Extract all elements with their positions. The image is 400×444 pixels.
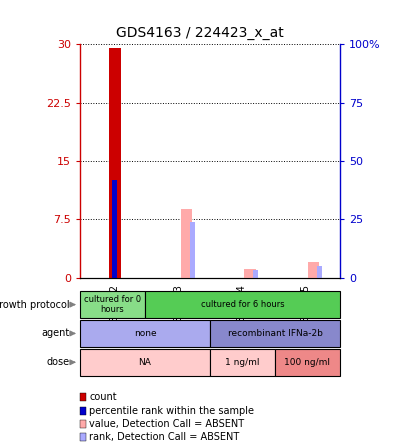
Bar xyxy=(112,180,118,278)
Bar xyxy=(181,209,192,278)
Text: 100 ng/ml: 100 ng/ml xyxy=(284,358,330,367)
Text: dose: dose xyxy=(47,357,70,367)
Text: none: none xyxy=(134,329,156,338)
Text: count: count xyxy=(89,392,117,402)
Text: 1 ng/ml: 1 ng/ml xyxy=(225,358,260,367)
Bar xyxy=(316,266,322,278)
Text: GDS4163 / 224423_x_at: GDS4163 / 224423_x_at xyxy=(116,26,284,40)
Text: rank, Detection Call = ABSENT: rank, Detection Call = ABSENT xyxy=(89,432,240,442)
Text: growth protocol: growth protocol xyxy=(0,300,70,309)
Text: percentile rank within the sample: percentile rank within the sample xyxy=(89,406,254,416)
Text: cultured for 0
hours: cultured for 0 hours xyxy=(84,295,141,314)
Bar xyxy=(190,222,195,278)
Bar xyxy=(308,262,319,278)
Bar xyxy=(109,48,120,278)
Text: cultured for 6 hours: cultured for 6 hours xyxy=(201,300,284,309)
Bar xyxy=(253,270,258,278)
Bar xyxy=(244,269,256,278)
Text: recombinant IFNa-2b: recombinant IFNa-2b xyxy=(228,329,322,338)
Text: NA: NA xyxy=(138,358,152,367)
Text: value, Detection Call = ABSENT: value, Detection Call = ABSENT xyxy=(89,419,244,429)
Text: agent: agent xyxy=(42,329,70,338)
